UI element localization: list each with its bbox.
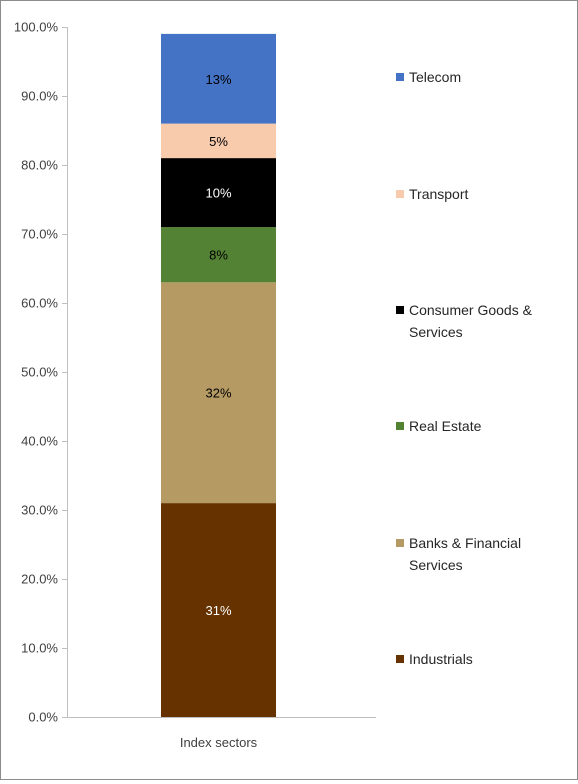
bar-segment — [161, 282, 276, 504]
legend-label: Industrials — [409, 651, 473, 667]
legend-swatch — [396, 306, 404, 314]
legend-item: Consumer Goods & Services — [396, 302, 533, 340]
y-tick-label: 60.0% — [21, 296, 58, 311]
x-category-label: Index sectors — [180, 735, 258, 750]
bar-data-label: 32% — [205, 386, 231, 401]
bar-segment — [161, 503, 276, 717]
legend-item: Banks & Financial Services — [396, 535, 521, 573]
legend-swatch — [396, 655, 404, 663]
legend-swatch — [396, 539, 404, 547]
bar-data-label: 5% — [209, 134, 228, 149]
y-tick-label: 50.0% — [21, 365, 58, 380]
legend-label: Transport — [409, 186, 469, 202]
bar-data-label: 13% — [205, 72, 231, 87]
y-tick-label: 40.0% — [21, 434, 58, 449]
legend-label: Banks & Financial Services — [409, 535, 521, 573]
bar-segment — [161, 33, 276, 124]
legend-label: Real Estate — [409, 418, 482, 434]
legend-item: Transport — [396, 186, 469, 202]
y-tick-label: 30.0% — [21, 503, 58, 518]
y-tick-label: 10.0% — [21, 641, 58, 656]
y-axis-ticks: 0.0% 10.0% 20.0% 30.0% 40.0% 50.0% 60.0% 70.0% 8… — [14, 20, 67, 725]
bar-segment — [161, 227, 276, 283]
y-tick-label: 90.0% — [21, 89, 58, 104]
bar-data-label: 10% — [205, 186, 231, 201]
bar-segment — [161, 123, 276, 159]
bar-segment — [161, 158, 276, 228]
x-axis-categories: Index sectors — [180, 735, 258, 750]
legend-item: Real Estate — [396, 418, 482, 434]
legend-label: Consumer Goods & Services — [409, 302, 533, 340]
y-tick-label: 70.0% — [21, 227, 58, 242]
legend-swatch — [396, 73, 404, 81]
legend-swatch — [396, 422, 404, 430]
legend-swatch — [396, 190, 404, 198]
legend-label: Telecom — [409, 69, 461, 85]
y-tick-label: 80.0% — [21, 158, 58, 173]
bar-segments — [161, 33, 276, 717]
segment-data-labels: 31% 32% 8% 10% 5% 13% — [205, 72, 231, 618]
y-tick-label: 0.0% — [28, 710, 58, 725]
legend: Telecom Transport Consumer Goods & Services… — [396, 69, 533, 667]
legend-item: Industrials — [396, 651, 473, 667]
y-tick-label: 100.0% — [14, 20, 59, 35]
bar-data-label: 31% — [205, 603, 231, 618]
legend-item: Telecom — [396, 69, 461, 85]
y-tick-label: 20.0% — [21, 572, 58, 587]
bar-data-label: 8% — [209, 248, 228, 263]
